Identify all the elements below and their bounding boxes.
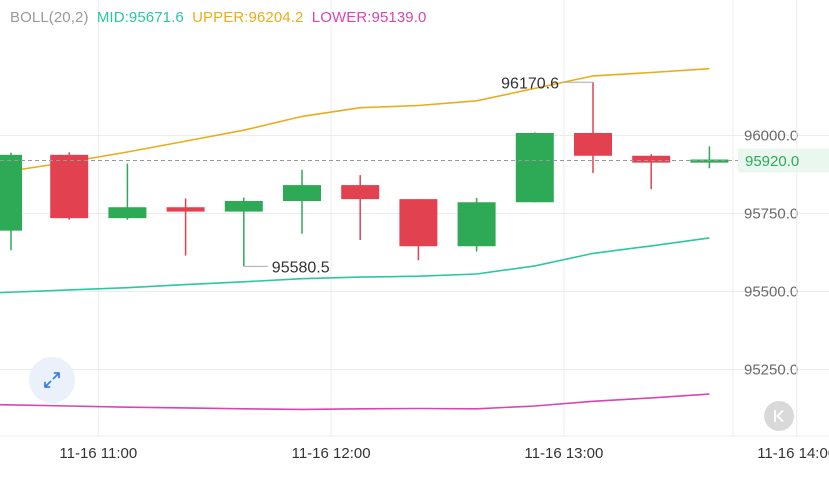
candle-body	[574, 132, 612, 156]
candle[interactable]	[690, 146, 729, 169]
candle[interactable]	[50, 152, 89, 220]
candle[interactable]	[632, 154, 671, 190]
candle-body	[108, 207, 147, 219]
current-price-tag	[738, 148, 829, 173]
candle-body	[283, 185, 321, 201]
candle-body	[166, 207, 205, 212]
candle[interactable]	[574, 82, 612, 173]
legend-lower-value: LOWER:95139.0	[311, 9, 427, 26]
candle-body	[632, 155, 671, 163]
candle[interactable]	[108, 163, 147, 220]
y-tick-label: 95750.0	[744, 205, 798, 222]
skip-to-end-icon	[774, 410, 784, 422]
boll-legend: BOLL(20,2) MID:95671.6 UPPER:96204.2 LOW…	[10, 9, 430, 26]
candle[interactable]	[399, 199, 438, 261]
candle[interactable]	[224, 197, 263, 267]
candle[interactable]	[515, 132, 554, 203]
candle-body	[0, 154, 22, 231]
x-tick-label: 11-16 14:00	[757, 445, 829, 462]
candle-body	[399, 199, 438, 247]
x-tick-label: 11-16 11:00	[59, 445, 137, 462]
candle[interactable]	[283, 169, 321, 234]
boll-mid-line	[0, 237, 710, 294]
current-price-label: 95920.0	[745, 153, 799, 170]
boll-upper-line	[0, 67, 710, 174]
candle-body	[50, 154, 89, 219]
x-tick-label: 11-16 13:00	[524, 445, 603, 462]
candle-body	[690, 159, 729, 163]
max-price-label: 96170.6	[501, 75, 559, 92]
boll-lower-line	[0, 393, 710, 411]
x-tick-label: 11-16 12:00	[292, 445, 371, 462]
y-tick-label: 96000.0	[744, 127, 798, 144]
expand-button[interactable]	[29, 357, 75, 403]
legend-upper-value: UPPER:96204.2	[192, 9, 304, 26]
jump-to-latest-button[interactable]	[764, 401, 794, 431]
legend-indicator-name: BOLL(20,2)	[10, 9, 89, 26]
legend-mid-value: MID:95671.6	[96, 9, 184, 26]
candle[interactable]	[166, 198, 205, 256]
candle-body	[515, 132, 554, 203]
candle[interactable]	[341, 175, 380, 240]
min-price-label: 95580.5	[272, 259, 330, 276]
y-tick-label: 95500.0	[744, 283, 798, 300]
candle[interactable]	[0, 152, 22, 251]
y-tick-label: 95250.0	[744, 361, 798, 378]
candle-body	[224, 201, 263, 212]
candle-body	[341, 185, 380, 200]
candle[interactable]	[457, 197, 496, 252]
expand-arrows-icon	[44, 372, 60, 388]
candle-body	[457, 202, 496, 247]
